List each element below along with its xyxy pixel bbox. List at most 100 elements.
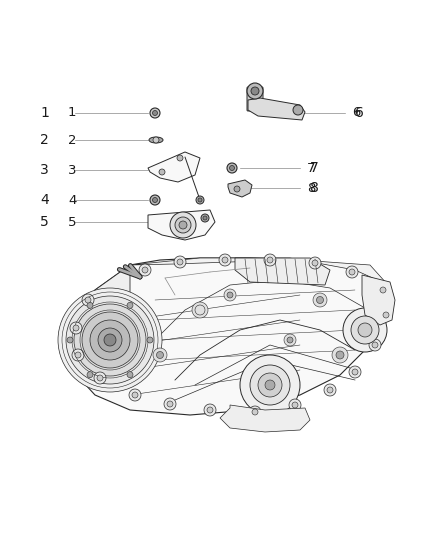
- Circle shape: [204, 404, 216, 416]
- Circle shape: [66, 296, 154, 384]
- Polygon shape: [148, 210, 215, 240]
- Circle shape: [249, 406, 261, 418]
- Circle shape: [104, 334, 116, 346]
- Circle shape: [227, 163, 237, 173]
- Circle shape: [352, 369, 358, 375]
- Text: 1: 1: [68, 107, 77, 119]
- Circle shape: [293, 105, 303, 115]
- Circle shape: [349, 366, 361, 378]
- Text: 7: 7: [307, 161, 315, 174]
- Circle shape: [192, 302, 208, 318]
- Circle shape: [377, 284, 389, 296]
- Circle shape: [332, 347, 348, 363]
- Circle shape: [346, 266, 358, 278]
- Circle shape: [230, 166, 234, 171]
- Polygon shape: [228, 180, 252, 197]
- Text: 4: 4: [68, 193, 76, 206]
- Circle shape: [313, 293, 327, 307]
- Circle shape: [247, 83, 263, 99]
- Polygon shape: [72, 258, 388, 415]
- FancyBboxPatch shape: [247, 87, 263, 111]
- Circle shape: [284, 334, 296, 346]
- Circle shape: [170, 212, 196, 238]
- Circle shape: [292, 402, 298, 408]
- Polygon shape: [72, 265, 130, 370]
- Circle shape: [127, 302, 133, 309]
- Circle shape: [222, 257, 228, 263]
- Circle shape: [150, 108, 160, 118]
- Circle shape: [58, 288, 162, 392]
- Circle shape: [380, 287, 386, 293]
- Circle shape: [177, 259, 183, 265]
- Circle shape: [87, 372, 93, 378]
- Text: 8: 8: [310, 181, 319, 195]
- Circle shape: [94, 372, 106, 384]
- Circle shape: [82, 312, 138, 368]
- Circle shape: [383, 312, 389, 318]
- Circle shape: [372, 342, 378, 348]
- Circle shape: [195, 305, 205, 315]
- Circle shape: [156, 351, 163, 359]
- Circle shape: [227, 292, 233, 298]
- Text: 6: 6: [352, 107, 360, 119]
- Ellipse shape: [149, 137, 163, 143]
- Polygon shape: [362, 275, 395, 325]
- Circle shape: [219, 254, 231, 266]
- Circle shape: [224, 289, 236, 301]
- Circle shape: [179, 221, 187, 229]
- Text: 2: 2: [40, 133, 49, 147]
- Circle shape: [203, 216, 207, 220]
- Circle shape: [142, 267, 148, 273]
- Circle shape: [312, 260, 318, 266]
- Circle shape: [98, 328, 122, 352]
- Circle shape: [73, 325, 79, 331]
- Circle shape: [324, 384, 336, 396]
- Circle shape: [265, 380, 275, 390]
- Circle shape: [139, 264, 151, 276]
- Circle shape: [97, 375, 103, 381]
- Circle shape: [90, 320, 130, 360]
- Circle shape: [336, 351, 344, 359]
- Circle shape: [152, 110, 158, 116]
- Circle shape: [264, 254, 276, 266]
- Circle shape: [75, 352, 81, 358]
- Circle shape: [72, 349, 84, 361]
- Circle shape: [250, 365, 290, 405]
- Polygon shape: [248, 98, 305, 120]
- Circle shape: [132, 392, 138, 398]
- Circle shape: [82, 294, 94, 306]
- Text: 5: 5: [68, 215, 77, 229]
- Circle shape: [87, 302, 93, 309]
- Circle shape: [207, 407, 213, 413]
- Circle shape: [252, 409, 258, 415]
- Text: 2: 2: [68, 133, 77, 147]
- Circle shape: [380, 309, 392, 321]
- Text: 6: 6: [355, 106, 364, 120]
- Text: 3: 3: [68, 164, 77, 176]
- Circle shape: [349, 269, 355, 275]
- Circle shape: [127, 372, 133, 378]
- Circle shape: [177, 155, 183, 161]
- Circle shape: [70, 322, 82, 334]
- Circle shape: [152, 198, 158, 203]
- Text: 1: 1: [40, 106, 49, 120]
- Circle shape: [251, 87, 259, 95]
- Circle shape: [147, 337, 153, 343]
- Circle shape: [196, 196, 204, 204]
- Circle shape: [74, 304, 146, 376]
- Circle shape: [201, 214, 209, 222]
- Polygon shape: [130, 258, 388, 285]
- Circle shape: [309, 257, 321, 269]
- Text: 7: 7: [310, 161, 319, 175]
- Polygon shape: [220, 405, 310, 432]
- Circle shape: [153, 137, 159, 143]
- Circle shape: [129, 389, 141, 401]
- Text: 8: 8: [307, 182, 315, 195]
- Circle shape: [153, 348, 167, 362]
- Text: 3: 3: [40, 163, 49, 177]
- Circle shape: [159, 169, 165, 175]
- Circle shape: [150, 195, 160, 205]
- Circle shape: [67, 337, 73, 343]
- Circle shape: [287, 337, 293, 343]
- Polygon shape: [235, 258, 330, 285]
